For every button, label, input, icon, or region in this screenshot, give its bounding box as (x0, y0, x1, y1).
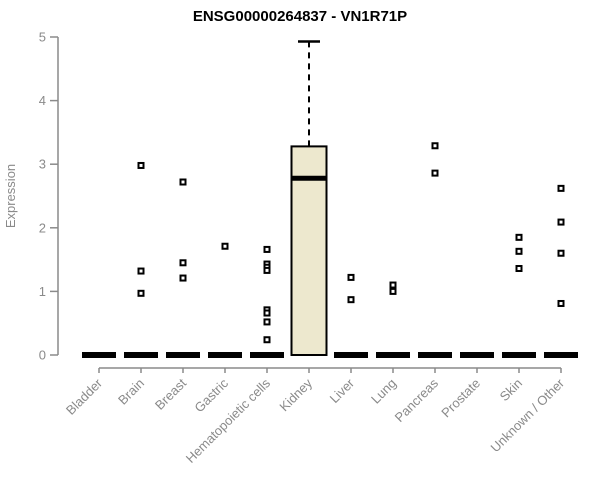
zero-bar (418, 352, 452, 358)
zero-bar (376, 352, 410, 358)
outlier-point (389, 287, 397, 295)
outlier-point (263, 318, 271, 326)
outlier-point (263, 245, 271, 253)
zero-bar (460, 352, 494, 358)
x-category-label: Brain (115, 376, 147, 408)
outlier-point (515, 247, 523, 255)
zero-bar (544, 352, 578, 358)
outlier-point (137, 161, 145, 169)
outlier-point (347, 296, 355, 304)
x-category-label: Pancreas (392, 375, 442, 425)
x-category-label: Skin (497, 376, 525, 404)
outlier-point (263, 309, 271, 317)
x-category-label: Liver (327, 375, 358, 406)
zero-bar (124, 352, 158, 358)
outlier-point (557, 218, 565, 226)
outlier-point (431, 169, 439, 177)
y-tick-label: 4 (39, 93, 46, 108)
outlier-point (179, 178, 187, 186)
outlier-point (179, 259, 187, 267)
outlier-point (515, 265, 523, 273)
boxplot-series (82, 40, 578, 358)
zero-bar (502, 352, 536, 358)
outlier-point (263, 266, 271, 274)
outlier-point (221, 242, 229, 250)
outlier-point (347, 273, 355, 281)
x-category-label: Lung (368, 376, 399, 407)
outlier-point (137, 267, 145, 275)
x-category-label: Prostate (438, 376, 483, 421)
x-category-label: Gastric (191, 375, 231, 415)
chart-title: ENSG00000264837 - VN1R71P (193, 8, 407, 25)
zero-bar (250, 352, 284, 358)
y-tick-label: 2 (39, 220, 46, 235)
y-tick-label: 5 (39, 30, 46, 45)
zero-bar (334, 352, 368, 358)
y-tick-label: 0 (39, 348, 46, 363)
y-tick-label: 3 (39, 157, 46, 172)
box (290, 145, 328, 356)
x-category-label: Bladder (63, 375, 106, 418)
outlier-point (179, 274, 187, 282)
outlier-point (389, 281, 397, 289)
outlier-point (557, 249, 565, 257)
y-tick-label: 1 (39, 284, 46, 299)
x-category-label: Kidney (276, 375, 315, 414)
outlier-point (557, 184, 565, 192)
y-axis-title: Expression (3, 164, 18, 228)
x-category-label: Unknown / Other (488, 375, 568, 455)
outlier-point (263, 336, 271, 344)
zero-bar (82, 352, 116, 358)
outlier-point (431, 142, 439, 150)
zero-bar (166, 352, 200, 358)
zero-bar (208, 352, 242, 358)
x-category-label: Breast (152, 375, 189, 412)
outlier-point (557, 299, 565, 307)
outlier-point (137, 289, 145, 297)
outlier-point (515, 233, 523, 241)
